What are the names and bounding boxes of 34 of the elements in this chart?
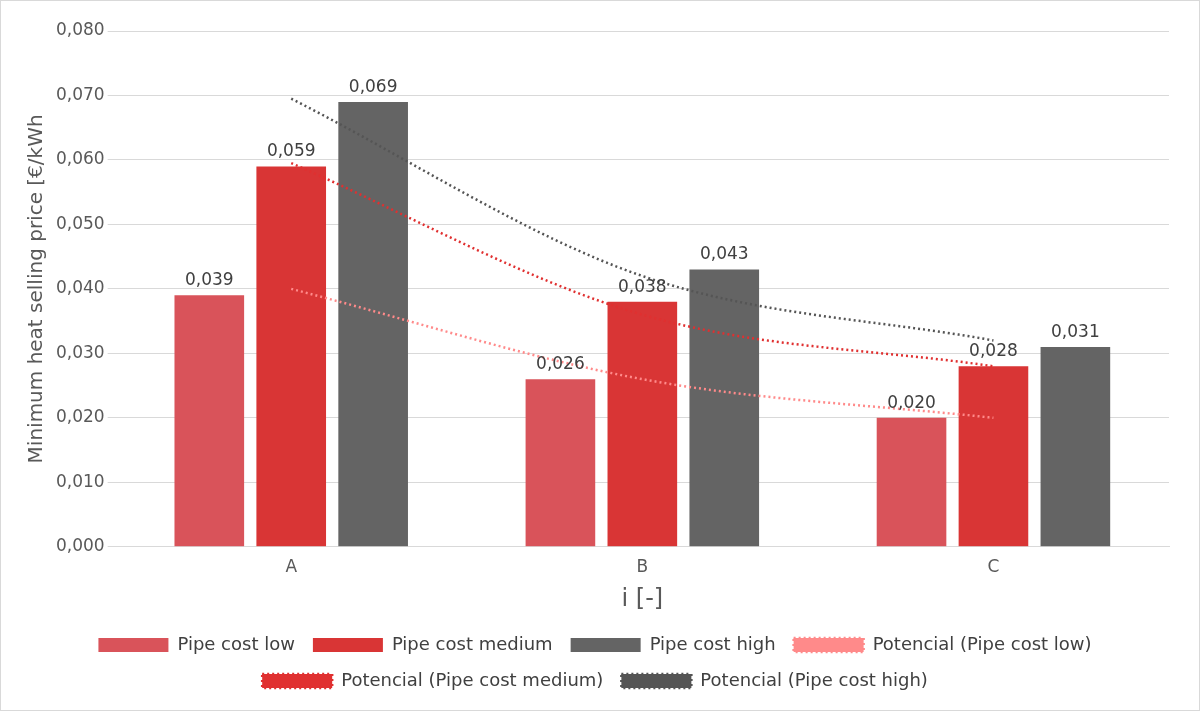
y-tick-label: 0,010 — [56, 470, 105, 491]
bar — [338, 101, 408, 547]
bar — [174, 295, 245, 547]
bar — [525, 379, 596, 547]
y-tick-label: 0,080 — [56, 19, 105, 40]
data-label: 0,038 — [618, 275, 667, 296]
y-tick-label: 0,030 — [56, 341, 105, 362]
legend-label: Potencial (Pipe cost low) — [872, 632, 1092, 654]
data-label: 0,020 — [887, 391, 936, 412]
x-axis-title: i [-] — [621, 583, 664, 612]
bar — [689, 269, 760, 547]
bar — [876, 417, 947, 547]
legend-label: Potencial (Pipe cost medium) — [341, 668, 604, 690]
data-label: 0,059 — [266, 140, 316, 161]
x-tick-label: B — [636, 556, 649, 577]
legend-label: Pipe cost low — [177, 632, 295, 654]
bar — [1040, 346, 1111, 547]
data-label: 0,043 — [699, 243, 749, 264]
y-tick-label: 0,040 — [56, 277, 105, 298]
data-label: 0,031 — [1051, 320, 1100, 341]
data-label: 0,028 — [969, 340, 1018, 361]
legend-label: Pipe cost high — [649, 632, 776, 654]
data-label: 0,069 — [348, 75, 398, 96]
x-tick-label: C — [987, 556, 1000, 577]
data-label: 0,039 — [184, 269, 234, 290]
x-tick-label: A — [285, 556, 298, 577]
legend-label: Pipe cost medium — [391, 632, 553, 654]
y-tick-label: 0,070 — [56, 83, 105, 104]
y-tick-label: 0,050 — [56, 212, 105, 233]
y-axis-title: Minimum heat selling price [€/kWh — [23, 114, 48, 464]
y-tick-label: 0,060 — [56, 148, 105, 169]
legend-label: Potencial (Pipe cost high) — [700, 668, 928, 690]
y-tick-label: 0,020 — [56, 406, 105, 427]
y-tick-label: 0,000 — [56, 535, 105, 556]
